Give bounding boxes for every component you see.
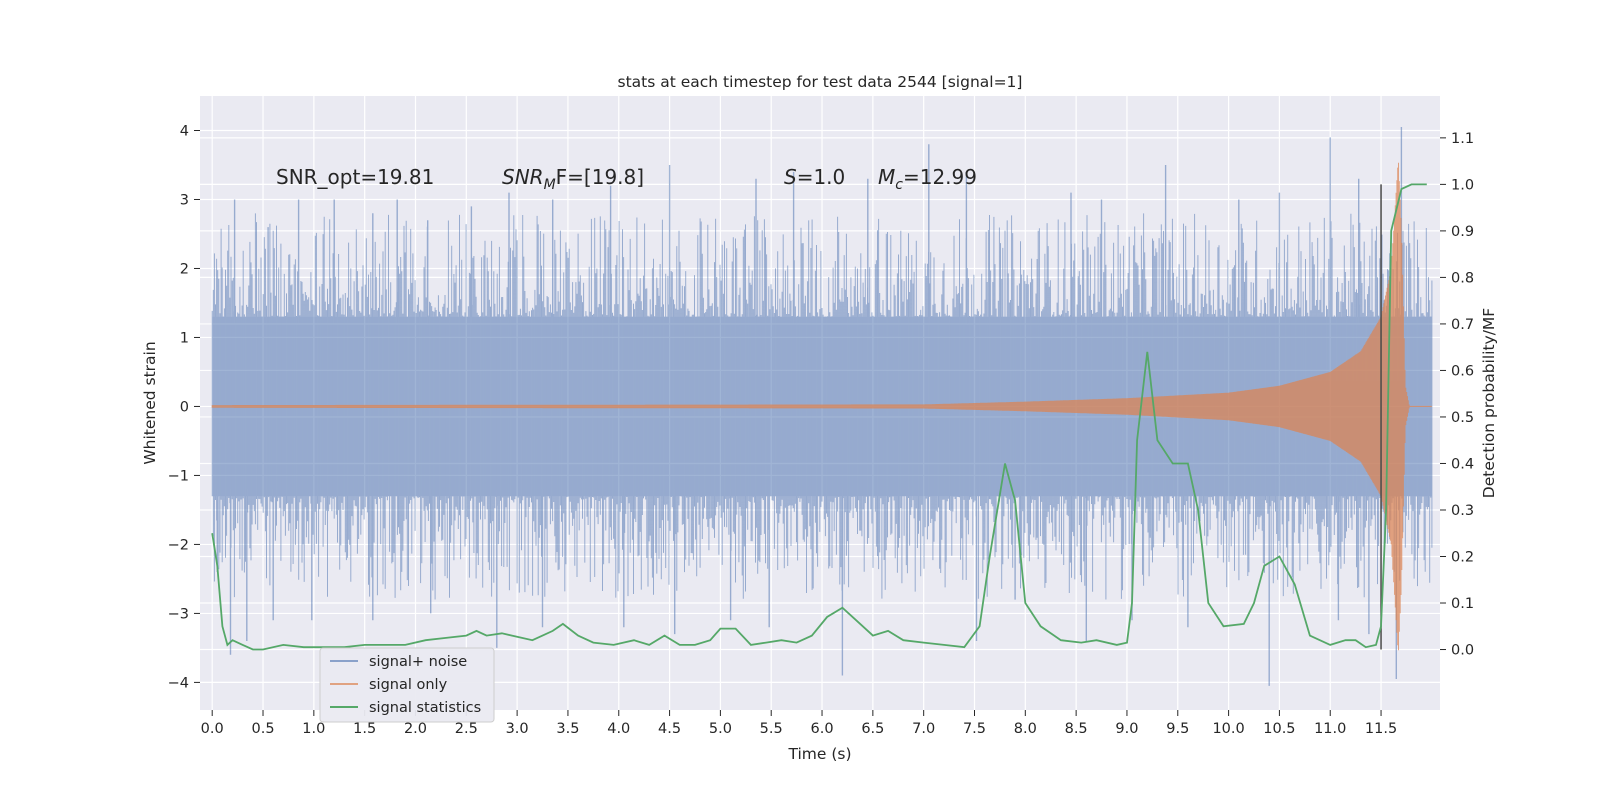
x-tick-label: 11.0 bbox=[1314, 721, 1346, 737]
y-right-tick-label: 0.5 bbox=[1451, 410, 1474, 426]
y-left-tick-label: 1 bbox=[180, 330, 189, 346]
annotation-mc: Mc=12.99 bbox=[878, 165, 977, 193]
x-tick-label: 9.0 bbox=[1115, 721, 1138, 737]
y-right-tick-label: 0.3 bbox=[1451, 503, 1474, 519]
y-left-tick-label: −2 bbox=[168, 537, 189, 553]
x-tick-label: 1.5 bbox=[353, 721, 376, 737]
y-left-tick-label: −1 bbox=[168, 468, 189, 484]
annotation-mc-sub: c bbox=[895, 177, 903, 193]
chart-title: stats at each timestep for test data 254… bbox=[618, 73, 1023, 91]
y-axis-label-left: Whitened strain bbox=[141, 341, 159, 464]
annotation-mc-main: M bbox=[878, 165, 895, 189]
x-axis-label: Time (s) bbox=[787, 745, 851, 763]
annotation-snr-mf: SNRMF=[19.8] bbox=[502, 165, 644, 193]
x-tick-label: 1.0 bbox=[302, 721, 325, 737]
x-tick-label: 6.5 bbox=[861, 721, 884, 737]
annotation-snr-mf-main: SNR bbox=[502, 165, 544, 189]
x-tick-label: 7.5 bbox=[963, 721, 986, 737]
y-right-tick-label: 0.2 bbox=[1451, 550, 1474, 566]
y-left-tick-label: −3 bbox=[168, 606, 189, 622]
x-tick-label: 3.5 bbox=[556, 721, 579, 737]
y-right-tick-label: 0.8 bbox=[1451, 270, 1474, 286]
y-left-tick-label: 0 bbox=[180, 399, 189, 415]
x-tick-label: 0.5 bbox=[251, 721, 274, 737]
annotation-snr-opt: SNR_opt=19.81 bbox=[276, 165, 434, 189]
x-tick-label: 7.0 bbox=[912, 721, 935, 737]
y-right-tick-label: 0.9 bbox=[1451, 224, 1474, 240]
signal-noise-extremes bbox=[216, 127, 1403, 686]
series-layer bbox=[211, 127, 1433, 686]
y-axis-label-right: Detection probability/MF bbox=[1480, 308, 1498, 499]
legend-label-signal-statistics: signal statistics bbox=[369, 700, 481, 716]
legend-label-signal-noise: signal+ noise bbox=[369, 654, 467, 670]
y-right-tick-label: 0.4 bbox=[1451, 456, 1474, 472]
axes: 0.0 0.5 1.0 1.5 2.0 2.5 3.0 3.5 4.0 4.5 5.0 5.5 6.0 6… bbox=[168, 123, 1474, 737]
x-tick-label: 5.5 bbox=[760, 721, 783, 737]
x-tick-label: 6.0 bbox=[811, 721, 834, 737]
y-left-tick-label: 4 bbox=[180, 123, 189, 139]
x-tick-label: 10.0 bbox=[1212, 721, 1244, 737]
x-tick-label: 10.5 bbox=[1263, 721, 1295, 737]
y-right-tick-label: 1.1 bbox=[1451, 131, 1474, 147]
y-right-tick-label: 1.0 bbox=[1451, 177, 1474, 193]
x-tick-label: 4.5 bbox=[658, 721, 681, 737]
x-tick-label: 11.5 bbox=[1365, 721, 1397, 737]
y-right-tick-label: 0.1 bbox=[1451, 596, 1474, 612]
series-signal-statistics bbox=[211, 183, 1427, 651]
annotation-s: S=1.0 bbox=[784, 165, 845, 189]
y-left-tick-label: 2 bbox=[180, 261, 189, 277]
annotation-mc-rest: =12.99 bbox=[903, 165, 977, 189]
y-left-tick-label: 3 bbox=[180, 192, 189, 208]
x-tick-label: 9.5 bbox=[1166, 721, 1189, 737]
x-tick-label: 2.0 bbox=[404, 721, 427, 737]
legend-label-signal-only: signal only bbox=[369, 677, 448, 693]
x-tick-label: 5.0 bbox=[709, 721, 732, 737]
x-tick-label: 2.5 bbox=[455, 721, 478, 737]
annotation-snr-mf-rest: F=[19.8] bbox=[556, 165, 644, 189]
x-tick-label: 0.0 bbox=[201, 721, 224, 737]
y-right-tick-label: 0.7 bbox=[1451, 317, 1474, 333]
marker-layer bbox=[211, 183, 1427, 651]
annotation-s-main: S bbox=[784, 165, 797, 189]
legend-box bbox=[319, 647, 495, 723]
x-tick-label: 4.0 bbox=[607, 721, 630, 737]
annotations: SNR_opt=19.81 SNRMF=[19.8] S=1.0 Mc=12.9… bbox=[276, 165, 977, 193]
series-signal-only bbox=[211, 162, 1432, 651]
y-left-tick-label: −4 bbox=[168, 675, 189, 691]
x-tick-label: 8.5 bbox=[1065, 721, 1088, 737]
y-right-tick-label: 0.0 bbox=[1451, 643, 1474, 659]
annotation-s-rest: =1.0 bbox=[797, 165, 846, 189]
y-right-tick-label: 0.6 bbox=[1451, 363, 1474, 379]
x-tick-label: 3.0 bbox=[506, 721, 529, 737]
annotation-snr-mf-sub: M bbox=[544, 177, 556, 193]
x-tick-label: 8.0 bbox=[1014, 721, 1037, 737]
legend: signal+ noise signal only signal statist… bbox=[319, 647, 495, 723]
